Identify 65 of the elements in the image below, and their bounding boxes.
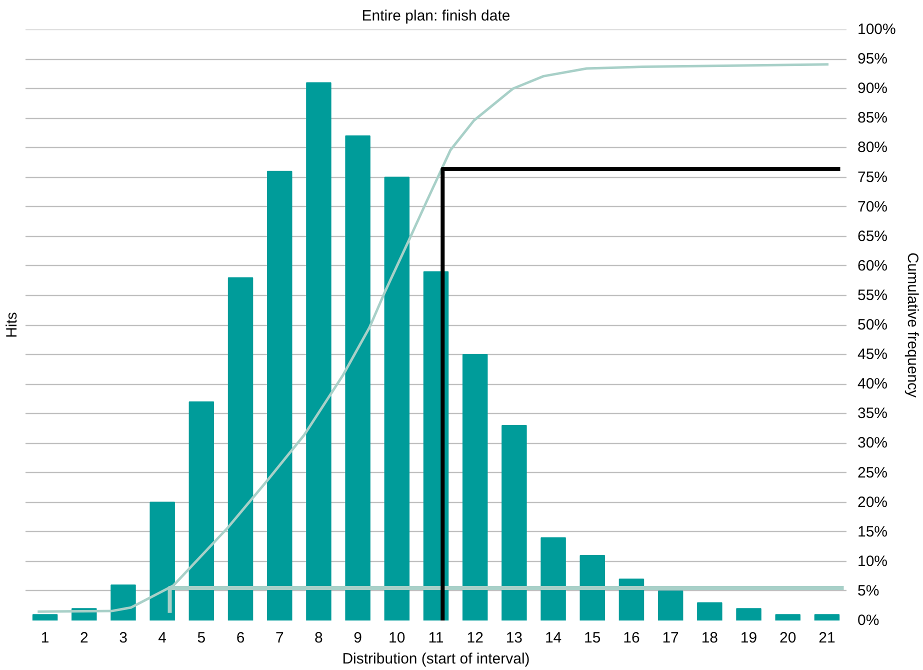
- x-tick-label: 4: [158, 630, 167, 646]
- bar: [502, 424, 527, 620]
- y-axis-title: Hits: [4, 312, 20, 338]
- y2-tick-label: 75%: [858, 168, 888, 186]
- bar: [814, 614, 840, 620]
- bar: [150, 502, 175, 620]
- bar: [618, 578, 644, 620]
- y2-tick-label: 95%: [858, 50, 888, 68]
- x-tick-label: 7: [275, 630, 284, 646]
- bar: [775, 614, 800, 620]
- x-tick-label: 3: [119, 630, 128, 646]
- y2-tick-label: 70%: [858, 198, 888, 216]
- y2-tick-label: 50%: [858, 316, 888, 334]
- bar: [32, 614, 58, 620]
- y2-tick-label: 60%: [858, 257, 888, 274]
- x-tick-label: 10: [388, 630, 406, 646]
- y2-tick-label: 15%: [858, 523, 888, 540]
- bar: [580, 554, 605, 620]
- x-tick-label: 6: [236, 630, 245, 646]
- y2-tick-label: 55%: [858, 286, 888, 304]
- bar: [697, 602, 722, 620]
- x-tick-label: 21: [818, 630, 836, 646]
- y2-tick-label: 100%: [858, 21, 896, 38]
- y2-tick-label: 80%: [858, 139, 888, 156]
- y2-tick-label: 45%: [858, 346, 888, 364]
- y2-tick-label: 85%: [858, 110, 888, 127]
- y2-tick-label: 10%: [858, 552, 888, 570]
- x-tick-label: 2: [80, 630, 88, 646]
- y2-tick-label: 25%: [858, 464, 888, 482]
- x-axis-title: Distribution (start of interval): [342, 650, 530, 668]
- x-tick-label: 12: [466, 630, 484, 646]
- x-tick-label: 5: [197, 630, 206, 646]
- x-tick-label: 20: [780, 630, 796, 646]
- x-tick-label: 14: [544, 630, 562, 646]
- bar: [345, 135, 370, 620]
- x-tick-label: 17: [662, 630, 679, 646]
- chart-title: Entire plan: finish date: [362, 8, 510, 24]
- bar: [306, 82, 332, 620]
- x-tick-label: 16: [623, 630, 640, 646]
- x-tick-label: 15: [584, 630, 601, 646]
- y2-tick-label: 0%: [858, 612, 880, 629]
- y2-tick-label: 90%: [858, 80, 888, 98]
- bar: [188, 401, 214, 620]
- y2-tick-label: 35%: [858, 405, 888, 422]
- y2-tick-label: 30%: [858, 434, 888, 452]
- y2-tick-label: 40%: [858, 376, 888, 393]
- x-tick-label: 19: [740, 630, 758, 646]
- bar: [736, 608, 762, 620]
- x-tick-label: 1: [40, 630, 50, 646]
- x-tick-label: 9: [354, 630, 362, 646]
- x-tick-label: 11: [428, 630, 444, 646]
- bar: [462, 354, 488, 620]
- y2-tick-label: 5%: [858, 582, 880, 600]
- x-tick-label: 18: [701, 630, 718, 646]
- bar: [228, 277, 254, 620]
- x-tick-label: 8: [314, 630, 323, 646]
- bar: [540, 537, 566, 620]
- bar: [658, 590, 684, 620]
- y2-tick-label: 20%: [858, 494, 888, 511]
- bar: [267, 170, 292, 620]
- y2-axis-title: Cumulative frequency: [904, 252, 921, 398]
- bar: [384, 176, 410, 620]
- bar: [110, 584, 136, 620]
- y2-tick-label: 65%: [858, 228, 888, 245]
- x-tick-label: 13: [506, 630, 523, 646]
